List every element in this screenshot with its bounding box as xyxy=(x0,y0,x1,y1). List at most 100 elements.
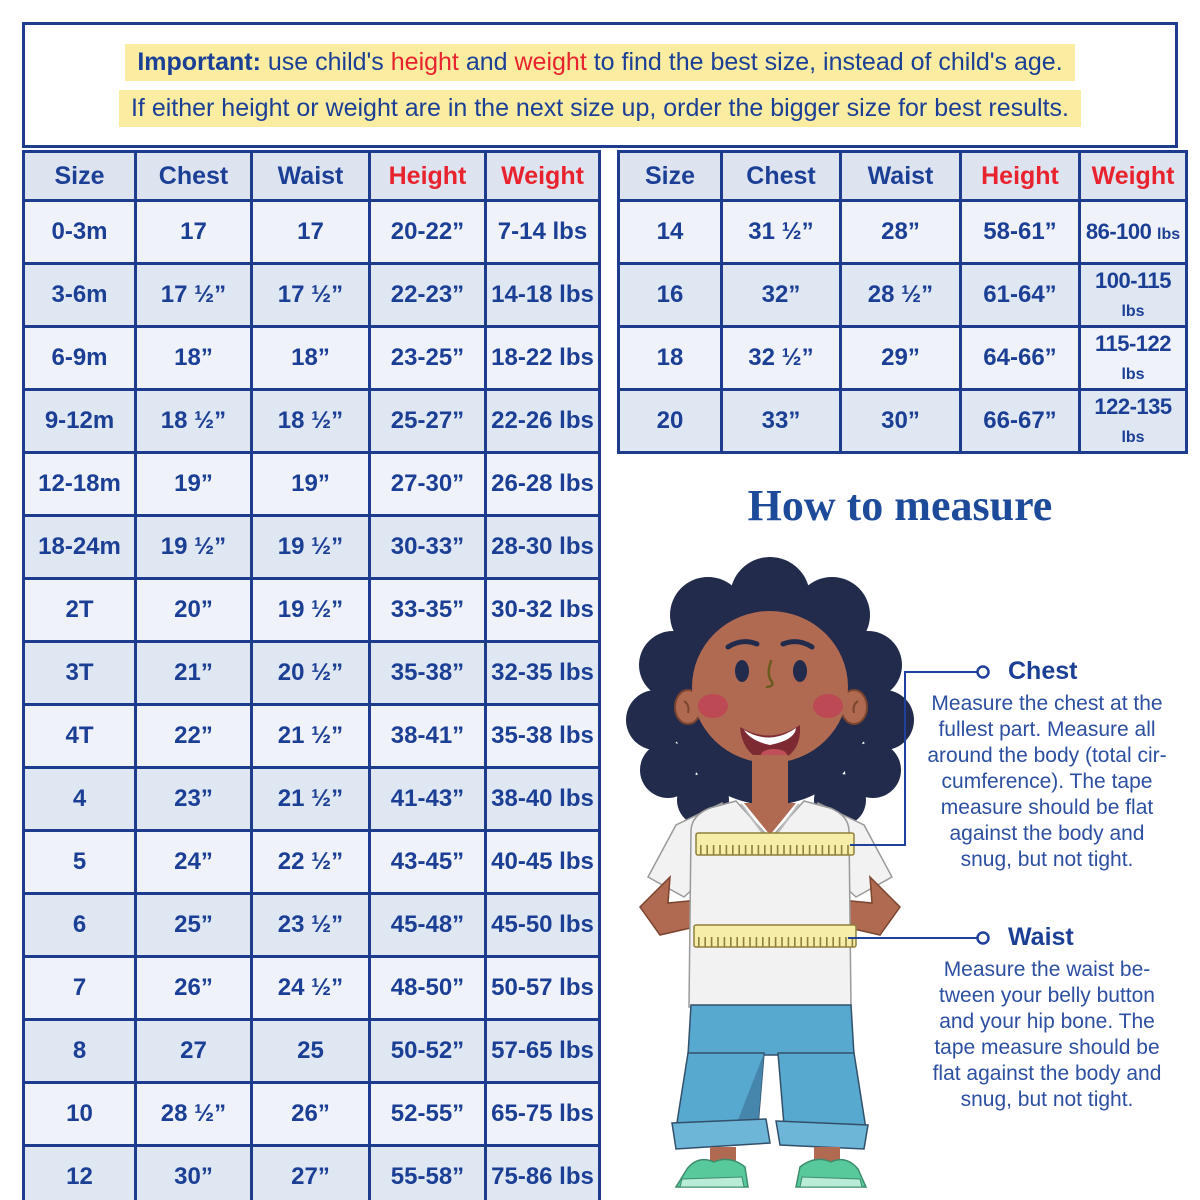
table-cell: 28-30 lbs xyxy=(484,514,601,580)
table-cell: 26” xyxy=(250,1081,371,1147)
table-cell: 31 ½” xyxy=(720,199,842,265)
table-cell: 21 ½” xyxy=(250,766,371,832)
chest-line: around the body (total cir- xyxy=(927,744,1167,767)
table-cell: 21 ½” xyxy=(250,703,371,769)
table-cell: 12 xyxy=(22,1144,137,1200)
waist-line: tween your belly button xyxy=(939,984,1155,1007)
chest-line: fullest part. Measure all xyxy=(938,718,1156,741)
table-cell: 24” xyxy=(134,829,253,895)
table-cell: 30” xyxy=(839,388,962,454)
table-cell: 115-122 lbs xyxy=(1078,325,1188,391)
table-cell: 45-50 lbs xyxy=(484,892,601,958)
table-cell: 3-6m xyxy=(22,262,137,328)
table-cell: 26” xyxy=(134,955,253,1021)
table-cell: 20” xyxy=(134,577,253,643)
table-cell: 43-45” xyxy=(368,829,487,895)
chest-instructions: Measure the chest at the fullest part. M… xyxy=(902,691,1192,873)
table-cell: 17 xyxy=(250,199,371,265)
column-header-waist: Waist xyxy=(250,150,371,202)
table-cell: 61-64” xyxy=(959,262,1081,328)
table-cell: 30-33” xyxy=(368,514,487,580)
pant-cuffs xyxy=(671,1118,869,1150)
eye-left xyxy=(735,660,749,682)
table-row: 14 31 ½” 28” 58-61” 86-100 lbs xyxy=(617,199,1188,265)
waist-tape xyxy=(693,924,857,948)
table-row: 3-6m 17 ½” 17 ½” 22-23” 14-18 lbs xyxy=(22,262,601,328)
table-cell: 19 ½” xyxy=(134,514,253,580)
table-cell: 23-25” xyxy=(368,325,487,391)
table-cell: 5 xyxy=(22,829,137,895)
eyebrow-right xyxy=(780,639,815,650)
table-cell: 16 xyxy=(617,262,723,328)
how-to-measure-title: How to measure xyxy=(747,481,1053,530)
table-cell: 45-48” xyxy=(368,892,487,958)
table-cell: 6-9m xyxy=(22,325,137,391)
table-cell: 26-28 lbs xyxy=(484,451,601,517)
table-row: 4 23” 21 ½” 41-43” 38-40 lbs xyxy=(22,766,601,832)
chest-line: measure should be flat xyxy=(940,796,1154,819)
column-header-size: Size xyxy=(22,150,137,202)
table-cell: 28 ½” xyxy=(134,1081,253,1147)
table-cell: 7 xyxy=(22,955,137,1021)
table-cell: 19” xyxy=(134,451,253,517)
cheek-right xyxy=(813,694,843,718)
chest-line: against the body and xyxy=(949,822,1145,845)
table-cell: 22-26 lbs xyxy=(484,388,601,454)
column-header-weight: Weight xyxy=(484,150,601,202)
table-cell: 33-35” xyxy=(368,577,487,643)
chest-line: snug, but not tight. xyxy=(960,848,1134,871)
measure-connectors xyxy=(848,665,990,945)
size-table-baby-to-12: Size Chest Waist Height Weight 0-3m 17 17 20-22… xyxy=(22,150,601,1200)
table-row: 20 33” 30” 66-67” 122-135 lbs xyxy=(617,388,1188,454)
table-cell: 27 xyxy=(134,1018,253,1084)
banner-seg1: use child's xyxy=(260,47,391,76)
waist-line: and your hip bone. The xyxy=(939,1010,1155,1033)
table-row: 0-3m 17 17 20-22” 7-14 lbs xyxy=(22,199,601,265)
table-cell: 4 xyxy=(22,766,137,832)
table-cell: 66-67” xyxy=(959,388,1081,454)
banner-line-2: If either height or weight are in the ne… xyxy=(118,89,1081,127)
table-cell: 35-38” xyxy=(368,640,487,706)
table-row: 16 32” 28 ½” 61-64” 100-115 lbs xyxy=(617,262,1188,328)
banner-weight-word: weight xyxy=(514,47,587,76)
table-cell: 4T xyxy=(22,703,137,769)
table-row: 9-12m 18 ½” 18 ½” 25-27” 22-26 lbs xyxy=(22,388,601,454)
table-cell: 21” xyxy=(134,640,253,706)
table-cell: 0-3m xyxy=(22,199,137,265)
banner-seg3: to find the best size, instead of child'… xyxy=(586,47,1063,76)
table-cell: 29” xyxy=(839,325,962,391)
banner-height-word: height xyxy=(390,47,459,76)
chest-connector-line xyxy=(850,671,977,846)
table-cell: 64-66” xyxy=(959,325,1081,391)
cheek-left xyxy=(698,694,728,718)
column-header-waist: Waist xyxy=(839,150,962,202)
table-cell: 50-57 lbs xyxy=(484,955,601,1021)
table-cell: 25” xyxy=(134,892,253,958)
size-table-14-to-20: Size Chest Waist Height Weight 14 31 ½” 28” 58-… xyxy=(617,150,1188,454)
table-cell: 19 ½” xyxy=(250,514,371,580)
table-cell: 65-75 lbs xyxy=(484,1081,601,1147)
table-cell: 75-86 lbs xyxy=(484,1144,601,1200)
table-cell: 20-22” xyxy=(368,199,487,265)
table-row: 4T 22” 21 ½” 38-41” 35-38 lbs xyxy=(22,703,601,769)
table-row: 7 26” 24 ½” 48-50” 50-57 lbs xyxy=(22,955,601,1021)
table-cell: 25 xyxy=(250,1018,371,1084)
table-cell: 18 ½” xyxy=(250,388,371,454)
waist-line: snug, but not tight. xyxy=(960,1088,1134,1111)
table-row: 10 28 ½” 26” 52-55” 65-75 lbs xyxy=(22,1081,601,1147)
chest-label: Chest xyxy=(1008,657,1078,685)
table-cell: 18-22 lbs xyxy=(484,325,601,391)
table-cell: 52-55” xyxy=(368,1081,487,1147)
table-row: 3T 21” 20 ½” 35-38” 32-35 lbs xyxy=(22,640,601,706)
table-cell: 58-61” xyxy=(959,199,1081,265)
table-cell: 55-58” xyxy=(368,1144,487,1200)
table-cell: 9-12m xyxy=(22,388,137,454)
waist-marker-dot xyxy=(976,931,990,945)
table-cell: 19 ½” xyxy=(250,577,371,643)
table-row: 5 24” 22 ½” 43-45” 40-45 lbs xyxy=(22,829,601,895)
table-cell: 57-65 lbs xyxy=(484,1018,601,1084)
table-cell: 30-32 lbs xyxy=(484,577,601,643)
table-cell: 86-100 lbs xyxy=(1078,199,1188,265)
chest-tape xyxy=(695,832,855,856)
chest-line: cumference). The tape xyxy=(941,770,1153,793)
